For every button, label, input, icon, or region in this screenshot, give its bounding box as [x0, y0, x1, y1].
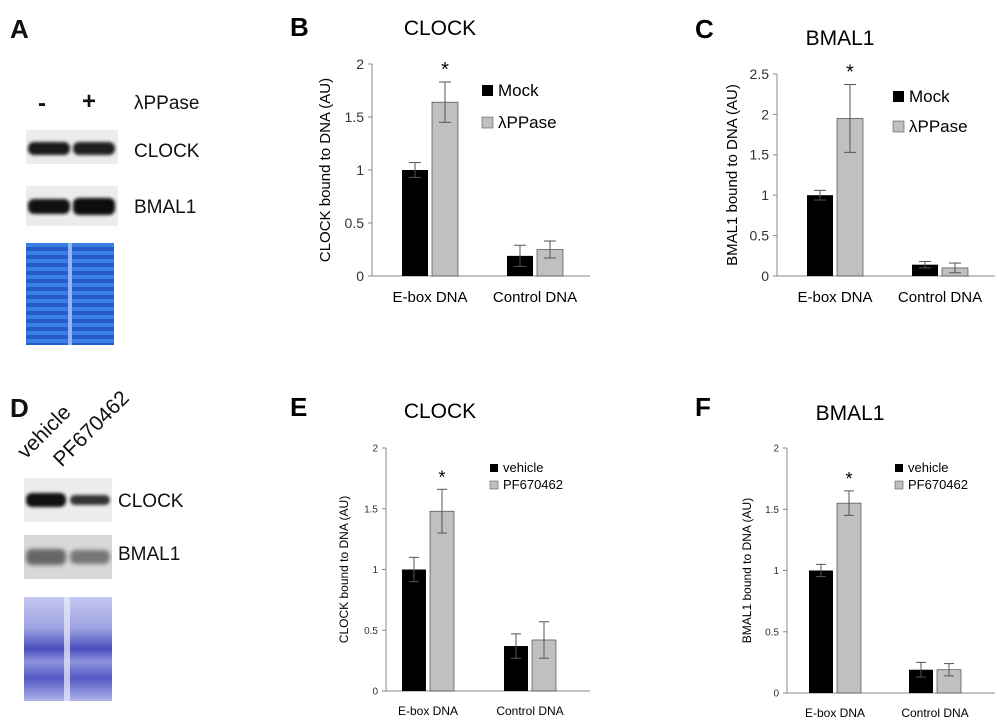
legend-label: λPPase [498, 113, 557, 132]
y-axis-label: CLOCK bound to DNA (AU) [317, 78, 334, 262]
y-tick-label: 0.5 [345, 215, 365, 231]
bmal1-blot-d [24, 535, 112, 579]
chart-title: CLOCK [404, 400, 476, 423]
panel-letter-c: C [695, 14, 714, 44]
treatment-label: λPPase [134, 93, 200, 114]
bar [912, 264, 938, 276]
y-tick-label: 1 [372, 565, 378, 576]
blot-label-clock-d: CLOCK [118, 491, 184, 512]
category-label: E-box DNA [805, 706, 865, 720]
panel-letter-f: F [695, 392, 711, 422]
chart-title: BMAL1 [806, 27, 875, 50]
y-axis-label: BMAL1 bound to DNA (AU) [740, 498, 754, 643]
loading-gel-d [24, 597, 112, 701]
category-label: E-box DNA [398, 704, 458, 718]
y-tick-label: 1 [761, 187, 769, 203]
y-tick-label: 1.5 [364, 504, 378, 515]
bar [807, 195, 833, 276]
chart-c-bmal1-lambda: C BMAL1 0 0.5 1 1.5 2 2.5 BMAL1 bound to DNA (A… [695, 14, 995, 306]
legend-swatch [481, 116, 494, 129]
bmal1-blot-a [26, 186, 118, 226]
y-tick-label: 0.5 [765, 627, 779, 638]
category-label: E-box DNA [392, 289, 467, 306]
panel-letter-e: E [290, 392, 307, 422]
significance-star: * [845, 469, 852, 489]
legend-swatch [490, 464, 498, 472]
y-tick-label: 0 [773, 689, 779, 700]
y-tick-label: 0.5 [364, 626, 378, 637]
panel-letter-b: B [290, 12, 309, 42]
significance-star: * [441, 59, 449, 81]
bar [809, 570, 833, 693]
bar [402, 170, 428, 276]
bar [836, 502, 862, 694]
y-tick-label: 2.5 [750, 66, 770, 82]
y-tick-label: 1 [773, 566, 779, 577]
legend-label: PF670462 [503, 477, 563, 492]
y-tick-label: 0.5 [750, 228, 770, 244]
legend-swatch [893, 91, 904, 102]
chart-b-clock-lambda: B CLOCK 0 0.5 1 1.5 2 CLOCK bound to DNA (AU) *… [290, 12, 590, 306]
legend-label: vehicle [908, 460, 948, 475]
bar [909, 669, 933, 693]
significance-star: * [438, 467, 445, 487]
y-tick-label: 0 [761, 268, 769, 284]
blot-label-clock-a: CLOCK [134, 141, 200, 162]
panel-letter-a: A [10, 14, 29, 44]
legend-swatch [894, 480, 904, 490]
loading-gel-a [26, 243, 114, 345]
legend-swatch [489, 480, 499, 490]
y-tick-label: 1.5 [750, 147, 770, 163]
blot-label-bmal1-d: BMAL1 [118, 544, 181, 565]
category-label: E-box DNA [797, 289, 872, 306]
legend-label: Mock [909, 87, 950, 106]
legend-swatch [895, 464, 903, 472]
y-axis-label: CLOCK bound to DNA (AU) [337, 496, 351, 643]
panel-letter-d: D [10, 393, 29, 423]
y-tick-label: 1 [356, 162, 364, 178]
y-tick-label: 2 [372, 444, 378, 455]
lane-label-plus: + [82, 88, 97, 115]
chart-e-clock-pf: E CLOCK 0 0.5 1 1.5 2 CLOCK bound to DNA (AU) *… [290, 392, 590, 718]
y-tick-label: 1.5 [765, 505, 779, 516]
legend-label: vehicle [503, 460, 543, 475]
y-tick-label: 2 [761, 106, 769, 122]
legend-label: λPPase [909, 117, 968, 136]
y-axis-label: BMAL1 bound to DNA (AU) [724, 84, 741, 266]
bar [402, 569, 426, 691]
chart-f-bmal1-pf: F BMAL1 0 0.5 1 1.5 2 BMAL1 bound to DNA (AU) *… [695, 392, 995, 720]
legend-swatch [892, 120, 905, 133]
category-label: Control DNA [496, 704, 563, 718]
legend-label: PF670462 [908, 477, 968, 492]
category-label: Control DNA [493, 289, 577, 306]
bar [429, 510, 455, 692]
chart-title: CLOCK [404, 17, 476, 40]
chart-title: BMAL1 [816, 402, 885, 425]
y-tick-label: 1.5 [345, 109, 365, 125]
clock-blot-a [26, 130, 118, 164]
y-tick-label: 0 [356, 268, 364, 284]
category-label: Control DNA [898, 289, 982, 306]
category-label: Control DNA [901, 706, 968, 720]
significance-star: * [846, 62, 854, 84]
bar [431, 101, 459, 277]
lane-label-minus: - [38, 90, 46, 117]
legend-label: Mock [498, 81, 539, 100]
y-tick-label: 2 [356, 56, 364, 72]
legend-swatch [482, 85, 493, 96]
y-tick-label: 0 [372, 687, 378, 698]
blot-label-bmal1-a: BMAL1 [134, 197, 197, 218]
clock-blot-d [24, 478, 112, 522]
y-tick-label: 2 [773, 444, 779, 455]
